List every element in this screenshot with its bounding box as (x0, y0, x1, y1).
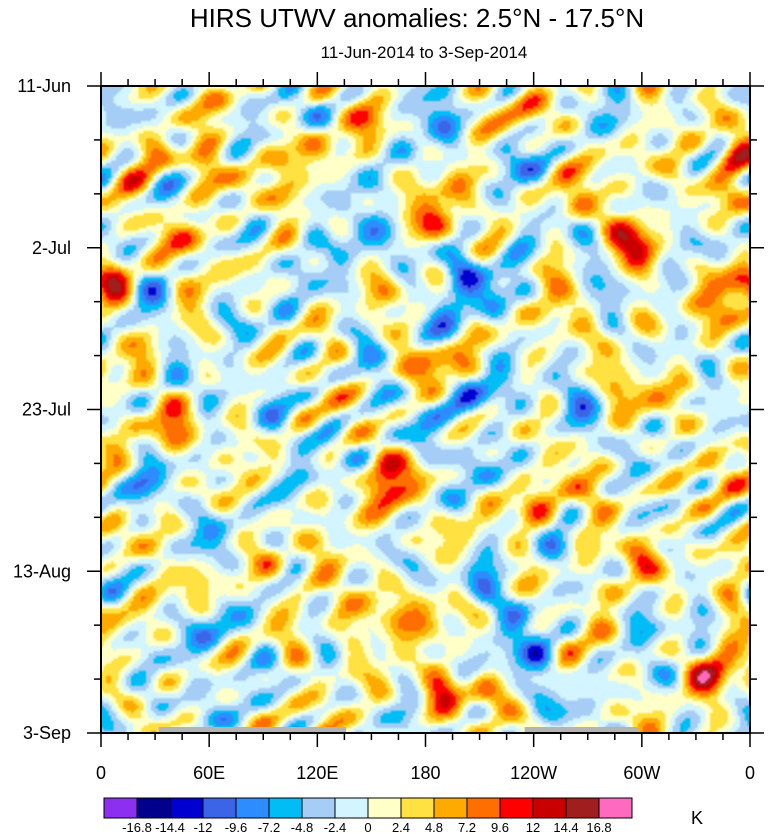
y-tick-label: 23-Jul (22, 400, 71, 420)
colorbar-cell (268, 797, 303, 819)
anomaly-field (101, 86, 750, 733)
colorbar-label: 12 (526, 820, 540, 834)
colorbar-cell (466, 797, 501, 819)
colorbar-cell (169, 797, 204, 819)
chart-title: HIRS UTWV anomalies: 2.5°N - 17.5°N (190, 3, 644, 33)
x-tick-label: 60W (623, 763, 660, 783)
colorbar-label: 9.6 (491, 820, 509, 834)
x-tick-label: 60E (193, 763, 225, 783)
colorbar-label: -9.6 (225, 820, 247, 834)
colorbar-cell (565, 797, 600, 819)
colorbar-label: 14.4 (553, 820, 578, 834)
colorbar-cell (235, 797, 270, 819)
chart-subtitle: 11-Jun-2014 to 3-Sep-2014 (321, 43, 528, 62)
colorbar-cell (202, 797, 237, 819)
y-tick-label: 13-Aug (13, 561, 71, 581)
x-tick-label: 120W (510, 763, 557, 783)
colorbar-label: -7.2 (258, 820, 280, 834)
missing-data-bands (158, 727, 639, 733)
y-axis: 11-Jun 2-Jul 23-Jul 13-Aug 3-Sep (13, 76, 764, 743)
x-tick-label: 180 (410, 763, 440, 783)
colorbar-label: 0 (364, 820, 371, 834)
colorbar-cell (433, 797, 468, 819)
colorbar-cell (136, 797, 171, 819)
x-tick-label: 0 (745, 763, 755, 783)
missing-data-band (524, 727, 639, 733)
colorbar-cell (532, 797, 567, 819)
plot-area (100, 85, 751, 734)
colorbar-cell (334, 797, 369, 819)
colorbar-units: K (691, 808, 703, 828)
colorbar-label: 16.8 (586, 820, 611, 834)
colorbar-cell (598, 797, 633, 819)
colorbar-cell (400, 797, 435, 819)
y-tick-label: 2-Jul (32, 238, 71, 258)
y-tick-label: 3-Sep (23, 723, 71, 743)
colorbar-cell (367, 797, 402, 819)
colorbar-label: -2.4 (324, 820, 346, 834)
colorbar-label: 2.4 (392, 820, 410, 834)
colorbar-label: -4.8 (291, 820, 313, 834)
colorbar-label: -14.4 (155, 820, 185, 834)
colorbar-label: -12 (194, 820, 213, 834)
colorbar-cell (301, 797, 336, 819)
x-tick-label: 120E (296, 763, 338, 783)
x-tick-label: 0 (96, 763, 106, 783)
colorbar-label: 4.8 (425, 820, 443, 834)
y-tick-label: 11-Jun (17, 76, 71, 96)
colorbar-label: 7.2 (458, 820, 476, 834)
colorbar-label: -16.8 (122, 820, 152, 834)
colorbar: -16.8 -14.4 -12 -9.6 -7.2 -4.8 -2.4 0 2.4 4.8 7.2 9… (103, 797, 633, 834)
x-axis: 0 60E 120E 180 120W 60W 0 (96, 72, 755, 783)
colorbar-cell (499, 797, 534, 819)
missing-data-band (158, 727, 347, 733)
colorbar-cell (103, 797, 138, 819)
